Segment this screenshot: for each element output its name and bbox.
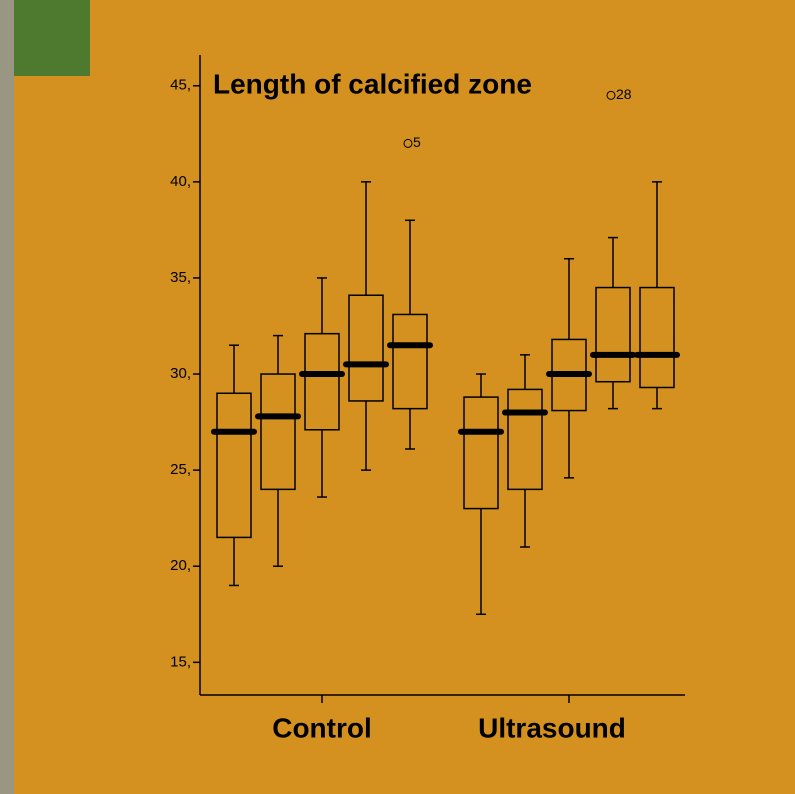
chart-title: Length of calcified zone [213,68,532,99]
y-tick-label: 30, [170,365,191,382]
y-tick-label: 35, [170,269,191,286]
outlier-label: 28 [616,86,632,102]
outlier-label: 5 [413,134,421,150]
box [260,373,296,491]
box [304,332,340,431]
outlier [403,138,413,148]
box [348,294,384,402]
x-tick-label: Ultrasound [478,712,626,743]
box [507,388,543,491]
box [639,286,675,389]
y-tick-label: 40, [170,173,191,190]
y-tick-label: 45, [170,77,191,94]
accent-block [14,0,90,76]
y-tick-label: 20, [170,557,191,574]
box [463,396,499,510]
box [392,313,428,410]
y-tick-label: 25, [170,461,191,478]
photo-edge [0,0,14,794]
box [595,286,631,383]
x-tick-label: Control [272,712,372,743]
y-tick-label: 15, [170,653,191,670]
outlier [606,90,616,100]
box [216,392,252,539]
